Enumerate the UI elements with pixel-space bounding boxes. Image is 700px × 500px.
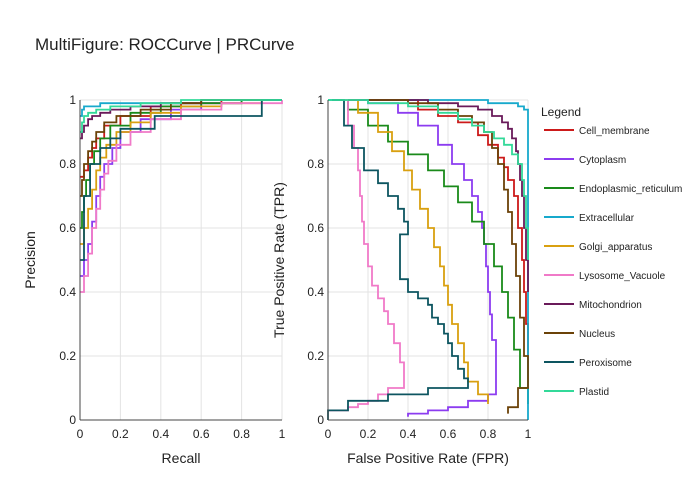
- right-x-tick-label: 1: [525, 427, 532, 441]
- right-x-tick-label: 0.6: [440, 427, 457, 441]
- left-series-lysosome-vacuole: [80, 100, 283, 293]
- pr-x-axis-title: Recall: [162, 450, 201, 466]
- left-series-golgi-apparatus: [80, 99, 282, 245]
- right-x-tick-label: 0: [325, 427, 332, 441]
- right-x-tick-label: 0.2: [360, 427, 377, 441]
- left-series-peroxisome: [80, 99, 282, 261]
- legend-items: Cell_membrane Cytoplasm Endoplasmic_reticu…: [544, 126, 682, 398]
- right-series-plastid: [328, 99, 529, 260]
- right-series-nucleus: [368, 99, 529, 414]
- legend-label: Plastid: [579, 387, 609, 398]
- legend-label: Lysosome_Vacuole: [579, 271, 666, 282]
- legend-item-plastid[interactable]: Plastid: [544, 387, 609, 398]
- left-x-tick-label: 0.6: [193, 427, 210, 441]
- right-y-tick-label: 0: [317, 413, 324, 427]
- left-x-tick-label: 0.4: [152, 427, 169, 441]
- legend-label: Extracellular: [579, 213, 635, 224]
- legend: Legend Cell_membrane Cytoplasm Endoplasmic…: [541, 105, 682, 398]
- right-y-tick-label: 0.8: [307, 157, 324, 171]
- right-y-tick-label: 0.6: [307, 221, 324, 235]
- left-x-tick-label: 1: [279, 427, 286, 441]
- legend-item-mitochondrion[interactable]: Mitochondrion: [544, 300, 642, 311]
- right-x-tick-label: 0.8: [480, 427, 497, 441]
- right-y-tick-label: 0.2: [307, 349, 324, 363]
- left-x-tick-label: 0.2: [112, 427, 129, 441]
- legend-item-nucleus[interactable]: Nucleus: [544, 329, 615, 340]
- left-series-plastid: [80, 99, 282, 133]
- right-y-tick-label: 0.4: [307, 285, 324, 299]
- roc-axes: 0 0.2 0.4 0.6 0.8 1 0 0.2 0.4 0.6 0.8 1: [307, 93, 531, 441]
- legend-label: Golgi_apparatus: [579, 242, 652, 253]
- legend-item-endoplasmic-reticulum[interactable]: Endoplasmic_reticulum: [544, 184, 682, 195]
- legend-label: Cytoplasm: [579, 155, 626, 166]
- pr-curve-panel: 0 0.2 0.4 0.6 0.8 1 0 0.2 0.4 0.6 0.8 1 Recall Prec…: [22, 93, 286, 466]
- roc-curve-panel: 0 0.2 0.4 0.6 0.8 1 0 0.2 0.4 0.6 0.8 1 False Posit…: [271, 93, 532, 466]
- right-series-extracellular: [328, 99, 529, 420]
- right-series-mitochondrion: [348, 99, 529, 292]
- legend-item-lysosome-vacuole[interactable]: Lysosome_Vacuole: [544, 271, 666, 282]
- legend-label: Mitochondrion: [579, 300, 642, 311]
- legend-item-cytoplasm[interactable]: Cytoplasm: [544, 155, 626, 166]
- right-series-endoplasmic-reticulum: [332, 99, 529, 404]
- figure-title: MultiFigure: ROCCurve | PRCurve: [35, 35, 294, 54]
- left-y-tick-label: 0.6: [59, 221, 76, 235]
- legend-title: Legend: [541, 105, 581, 119]
- roc-series-group: [327, 99, 529, 420]
- legend-item-golgi-apparatus[interactable]: Golgi_apparatus: [544, 242, 652, 253]
- left-y-tick-label: 0.8: [59, 157, 76, 171]
- legend-label: Endoplasmic_reticulum: [579, 184, 682, 195]
- right-x-tick-label: 0.4: [400, 427, 417, 441]
- legend-label: Cell_membrane: [579, 126, 650, 137]
- pr-axes: 0 0.2 0.4 0.6 0.8 1 0 0.2 0.4 0.6 0.8 1: [59, 93, 285, 441]
- legend-item-cell-membrane[interactable]: Cell_membrane: [544, 126, 650, 137]
- left-x-tick-label: 0: [77, 427, 84, 441]
- legend-label: Nucleus: [579, 329, 615, 340]
- legend-item-extracellular[interactable]: Extracellular: [544, 213, 635, 224]
- left-x-tick-label: 0.8: [233, 427, 250, 441]
- pr-series-group: [80, 99, 283, 293]
- right-series-golgi-apparatus: [338, 99, 489, 404]
- left-y-tick-label: 1: [69, 93, 76, 107]
- roc-y-axis-title: True Positive Rate (TPR): [271, 182, 287, 338]
- left-y-tick-label: 0.2: [59, 349, 76, 363]
- roc-x-axis-title: False Positive Rate (FPR): [347, 450, 509, 466]
- legend-label: Peroxisome: [579, 358, 632, 369]
- right-y-tick-label: 1: [317, 93, 324, 107]
- left-y-tick-label: 0: [69, 413, 76, 427]
- right-series-cell-membrane: [338, 99, 529, 356]
- legend-item-peroxisome[interactable]: Peroxisome: [544, 358, 632, 369]
- pr-y-axis-title: Precision: [22, 231, 38, 289]
- left-y-tick-label: 0.4: [59, 285, 76, 299]
- right-series-peroxisome: [327, 99, 469, 420]
